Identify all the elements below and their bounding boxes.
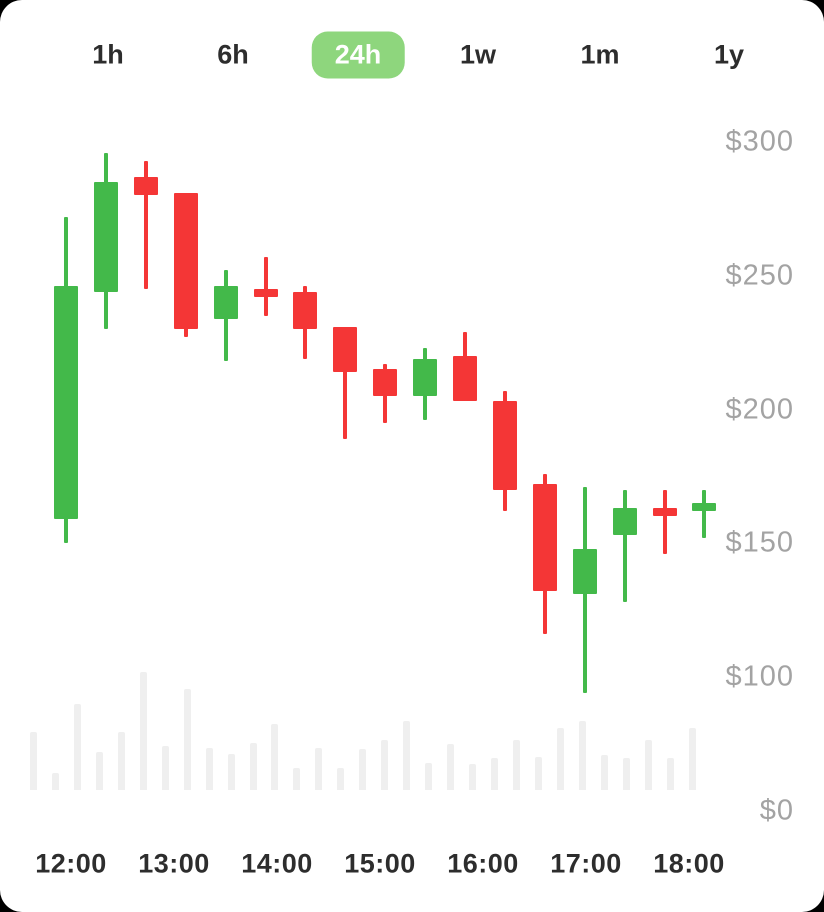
volume-bar <box>534 757 542 790</box>
y-axis-label: $150 <box>725 526 794 559</box>
timeframe-tabs: 1h 6h 24h 1w 1m 1y <box>0 0 824 110</box>
volume-bar <box>51 773 59 790</box>
tab-24h[interactable]: 24h <box>311 31 405 79</box>
candle-wick <box>622 489 627 603</box>
volume-bar <box>315 748 323 790</box>
volume-bar <box>359 749 367 790</box>
volume-bar <box>227 754 235 790</box>
candle-body-bearish <box>293 291 318 330</box>
volume-bar <box>469 764 476 790</box>
volume-bar <box>600 755 608 790</box>
tab-1w[interactable]: 1w <box>450 36 506 75</box>
volume-bar <box>666 758 674 790</box>
volume-bar <box>30 732 37 790</box>
volume-bar <box>556 728 564 790</box>
candle-wick <box>143 160 148 290</box>
candle-body-bearish <box>492 401 517 490</box>
volume-bar <box>117 732 125 790</box>
candle-body-bullish <box>692 503 717 512</box>
candle-wick <box>702 489 707 538</box>
volume-bar <box>490 758 498 790</box>
x-axis-label: 12:00 <box>35 848 107 879</box>
volume-bar <box>381 740 389 790</box>
y-axis-label: $200 <box>725 393 794 426</box>
candle-body-bullish <box>213 286 238 319</box>
volume-bar <box>249 743 257 790</box>
tab-1y[interactable]: 1y <box>704 36 754 75</box>
x-axis-label: 14:00 <box>241 848 313 879</box>
candle-body-bullish <box>413 358 438 397</box>
candle-body-bullish <box>54 286 78 520</box>
volume-bar <box>183 689 191 790</box>
volume-bar <box>622 758 630 790</box>
volume-bar <box>578 721 586 790</box>
candle-body-bearish <box>173 192 198 330</box>
volume-bar <box>205 748 213 790</box>
y-axis-label: $300 <box>725 125 794 158</box>
volume-bar <box>95 752 103 790</box>
volume-bar <box>688 728 696 790</box>
candle-body-bearish <box>373 369 398 397</box>
volume-bar <box>293 768 301 790</box>
volume-bar <box>161 746 169 790</box>
candle-body-bearish <box>333 326 358 373</box>
volume-bar <box>425 763 433 790</box>
candle-body-bearish <box>133 176 158 196</box>
y-axis-label: $100 <box>725 660 794 693</box>
candle-wick <box>662 489 667 554</box>
tab-1h[interactable]: 1h <box>82 36 134 75</box>
volume-bar <box>337 768 345 790</box>
volume-bar <box>73 704 81 790</box>
candle-body-bullish <box>572 548 597 595</box>
y-axis-label: $250 <box>725 259 794 292</box>
x-axis-label: 13:00 <box>138 848 210 879</box>
x-axis-label: 18:00 <box>653 848 725 879</box>
candle-body-bullish <box>93 182 118 292</box>
candle-wick <box>343 326 348 439</box>
y-axis-label: $0 <box>759 794 794 827</box>
tab-1m[interactable]: 1m <box>570 36 629 75</box>
volume-bar <box>139 672 147 790</box>
candle-body-bearish <box>453 356 477 402</box>
candle-body-bearish <box>652 508 677 517</box>
volume-bar <box>644 740 652 790</box>
volume-bar <box>512 740 520 790</box>
candle-body-bearish <box>253 289 278 298</box>
candle-body-bearish <box>532 484 557 592</box>
volume-bar <box>271 724 279 790</box>
x-axis-label: 15:00 <box>344 848 416 879</box>
volume-bar <box>403 721 411 790</box>
x-axis-label: 16:00 <box>447 848 519 879</box>
tab-6h[interactable]: 6h <box>207 36 259 75</box>
volume-bar <box>447 744 455 790</box>
candle-wick <box>263 257 268 316</box>
candle-body-bullish <box>612 508 637 536</box>
x-axis-label: 17:00 <box>550 848 622 879</box>
